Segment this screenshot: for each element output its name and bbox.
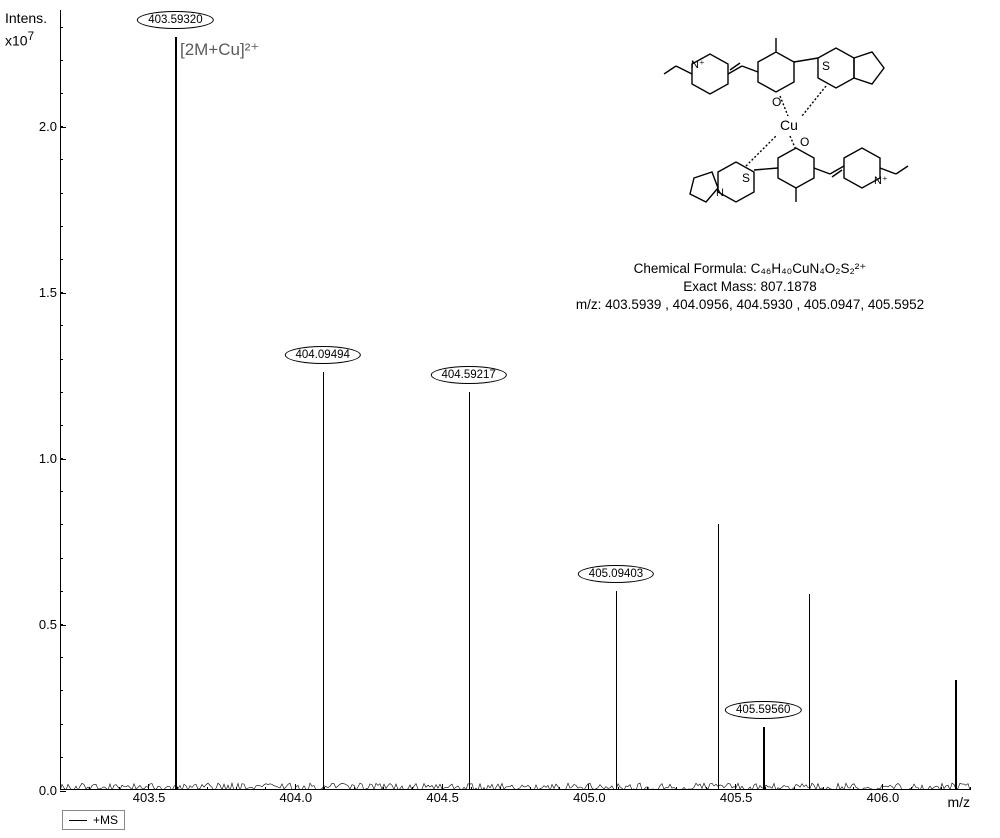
svg-text:O: O [772,95,781,109]
svg-text:S: S [822,59,830,73]
svg-text:N⁺: N⁺ [691,59,705,71]
mass-label: Exact Mass: [683,279,760,294]
mz-label: m/z: [576,297,605,312]
mz-list: 403.5939 , 404.0956, 404.5930 , 405.0947… [605,297,924,312]
formula-value: C₄₆H₄₀CuN₄O₂S₂²⁺ [751,261,867,276]
baseline-noise [60,776,970,790]
svg-text:Cu: Cu [780,117,798,133]
compound-info: Chemical Formula: C₄₆H₄₀CuN₄O₂S₂²⁺ Exact… [540,260,960,315]
legend-line [69,820,87,821]
y-scale-label: x107 [5,30,34,49]
y-scale-base: x10 [5,33,28,49]
y-axis-label: Intens. [5,10,47,26]
svg-text:S: S [742,171,750,185]
y-scale-exp: 7 [28,30,34,43]
plot-area: 0.00.51.01.52.0 403.5404.0404.5405.0405.… [60,10,970,790]
legend-text: +MS [93,813,118,827]
legend: +MS [62,810,125,830]
formula-label: Chemical Formula: [634,261,751,276]
svg-text:O: O [800,135,809,149]
x-axis-label: m/z [947,794,970,810]
svg-text:N⁺: N⁺ [874,175,888,187]
species-annotation: [2M+Cu]²⁺ [180,40,259,60]
mass-value: 807.1878 [760,279,816,294]
chemical-structure: Cu O O S S N⁺ N⁺ N [630,10,910,250]
